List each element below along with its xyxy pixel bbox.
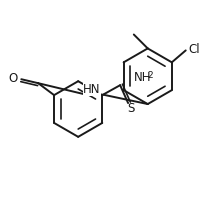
Text: NH: NH — [134, 71, 151, 84]
Text: Cl: Cl — [189, 43, 200, 56]
Text: 2: 2 — [147, 71, 153, 80]
Text: S: S — [127, 101, 135, 114]
Text: HN: HN — [83, 83, 101, 96]
Text: O: O — [8, 72, 17, 85]
